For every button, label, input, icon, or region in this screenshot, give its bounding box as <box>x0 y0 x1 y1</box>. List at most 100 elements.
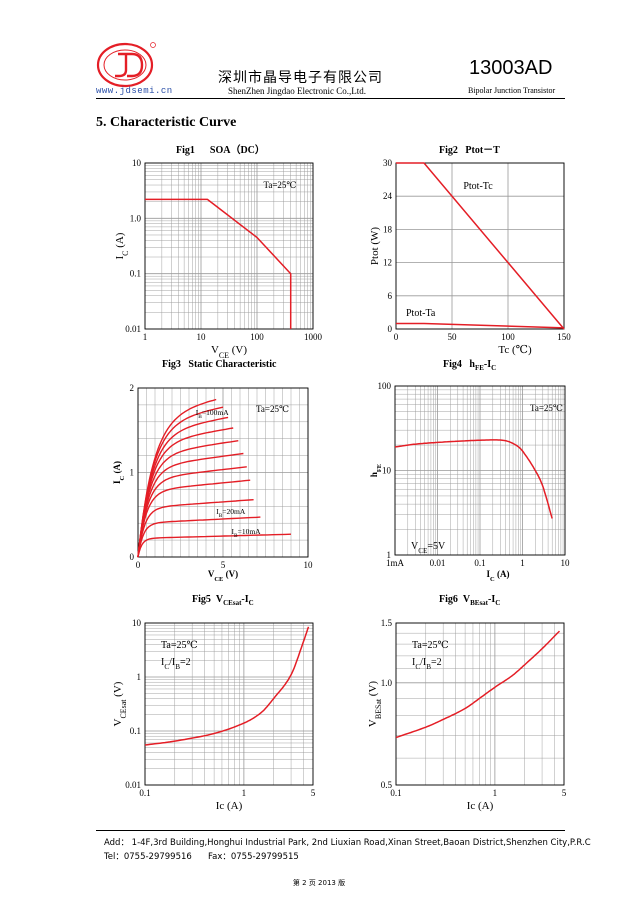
fig6-xlabel: Ic (A) <box>467 800 494 812</box>
header-rule <box>96 98 565 99</box>
fig1-xtick: 1 <box>143 332 148 342</box>
fig3-xtick: 5 <box>221 560 226 570</box>
footer-address: Add： 1-4F,3rd Building,Honghui Industria… <box>104 838 591 848</box>
fig3-annotation: Ta=25℃ <box>256 404 289 414</box>
device-type: Bipolar Junction Transistor <box>468 86 556 95</box>
fig4-xtick: 0.1 <box>474 558 485 568</box>
fig5-xlabel: Ic (A) <box>216 800 243 812</box>
fig4-title: Fig4 hFE-IC <box>443 359 497 372</box>
company-name-cn: 深圳市晶导电子有限公司 <box>218 70 383 86</box>
fig5-ytick: 1 <box>137 672 142 682</box>
fig6-ylabel: VBESat (V) <box>367 681 383 728</box>
fig2-title: Fig2 Ptot－T <box>439 141 500 156</box>
fig3-xlabel: VCE (V) <box>208 569 238 583</box>
fig1-soa-line <box>145 198 292 329</box>
fig1-xtick: 10 <box>197 332 207 342</box>
fig5-title: Fig5 VCEsat-IC <box>192 594 254 607</box>
fig1-ytick: 0.01 <box>125 324 141 334</box>
fig4-condition: VCE=5V <box>411 541 446 555</box>
fig5-ytick: 10 <box>132 618 142 628</box>
fig3-xtick: 10 <box>304 560 314 570</box>
fig6-ytick: 0.5 <box>381 780 393 790</box>
fig2-xtick: 50 <box>448 332 458 342</box>
fig5-condition: IC/IB=2 <box>161 657 191 671</box>
fig1-ylabel: IC (A) <box>114 232 130 259</box>
fig1-ytick: 1.0 <box>130 213 142 223</box>
fig2-xlabel: Tc (℃) <box>498 344 532 356</box>
fig2-ytick: 30 <box>383 158 393 168</box>
fig4-xlabel: IC (A) <box>487 569 510 583</box>
fig5-xtick: 5 <box>311 788 316 798</box>
fig3-title: Fig3 Static Characteristic <box>162 359 276 370</box>
fig3-ytick: 1 <box>130 468 135 478</box>
fig3-label-ib10: IB=10mA <box>232 527 262 539</box>
fig4-xtick: 1mA <box>386 558 405 568</box>
fig5-xtick: 1 <box>242 788 247 798</box>
fig1-ytick: 10 <box>132 158 142 168</box>
fig2-ytick: 0 <box>388 324 393 334</box>
section-title: 5. Characteristic Curve <box>96 115 237 130</box>
fig4-xtick: 1 <box>520 558 525 568</box>
fig4-hfe-curve <box>394 439 553 519</box>
fig3-ib-curve <box>137 533 292 558</box>
company-name-en: ShenZhen Jingdao Electronic Co.,Ltd. <box>228 86 366 96</box>
fig4-ytick: 1 <box>387 550 392 560</box>
fig1-xtick: 100 <box>250 332 264 342</box>
fig6-vbesat-curve <box>395 630 561 739</box>
fig3-plot-frame <box>137 387 309 558</box>
page-number: 第 2 页 2013 版 <box>292 879 346 887</box>
fig6-plot-frame <box>395 622 565 786</box>
fig2-ytick: 6 <box>388 291 393 301</box>
fig2-xtick: 0 <box>394 332 399 342</box>
fig6-chart: 0.1 1 5 0.5 1.0 1.5 Ic (A) VBESat (V) Ta=25℃ IC/I… <box>367 618 567 812</box>
footer-rule <box>96 830 565 831</box>
fig3-chart: 0 5 10 0 1 2 VCE (V) IC (A) Ta=25℃ IB=100mA IB=20m… <box>112 383 313 583</box>
fig6-xtick: 0.1 <box>390 788 401 798</box>
fig2-ytick: 24 <box>383 191 393 201</box>
fig2-plot-frame <box>395 162 565 330</box>
fig2-label-ta: Ptot-Ta <box>406 308 436 319</box>
fig4-ytick: 100 <box>378 381 392 391</box>
fig1-xlabel: VCE (V) <box>211 344 247 360</box>
fig2-label-tc: Ptot-Tc <box>463 181 493 192</box>
fig2-series-ta <box>396 322 565 329</box>
fig5-xtick: 0.1 <box>139 788 150 798</box>
fig3-ytick: 0 <box>130 552 135 562</box>
fig2-ytick: 18 <box>383 224 393 234</box>
fig2-label: Fig2 <box>439 145 458 156</box>
fig2-xtick: 100 <box>501 332 515 342</box>
fig2-ytick: 12 <box>383 258 392 268</box>
fig1-name: SOA（DC） <box>209 145 265 156</box>
fig6-annotation: Ta=25℃ <box>412 640 449 651</box>
fig3-ytick: 2 <box>130 383 135 393</box>
fig2-chart: 0 50 100 150 0 6 12 18 24 30 Tc (℃) Ptot (W) Ptot-Tc… <box>369 158 571 356</box>
fig4-annotation: Ta=25℃ <box>530 403 563 413</box>
fig3-label: Fig3 <box>162 359 181 370</box>
fig6-condition: IC/IB=2 <box>412 657 442 671</box>
fig1-label: Fig1 <box>176 145 195 156</box>
fig6-label: Fig6 <box>439 594 458 605</box>
fig4-plot-frame <box>394 385 566 556</box>
fig3-ib-curve <box>137 516 261 558</box>
fig5-ytick: 0.1 <box>130 726 141 736</box>
fig3-ib-curve <box>137 398 217 558</box>
model-number: 13003AD <box>469 57 553 79</box>
fig3-ylabel: IC (A) <box>112 461 126 484</box>
fig6-xtick: 1 <box>493 788 498 798</box>
fig1-chart: 1 10 100 1000 0.01 0.1 1.0 10 VCE (V) IC (A) Ta=25… <box>114 158 323 360</box>
fig2-ylabel: Ptot (W) <box>369 227 381 266</box>
fig4-xtick: 0.01 <box>430 558 446 568</box>
fig3-label-ib20: IB=20mA <box>216 507 246 519</box>
fig5-annotation: Ta=25℃ <box>161 640 198 651</box>
fig3-ib-curve <box>137 499 254 558</box>
fig5-ylabel: VCEsat (V) <box>112 681 128 726</box>
fig5-label: Fig5 <box>192 594 211 605</box>
fig1-ytick: 0.1 <box>130 269 141 279</box>
fig6-ytick: 1.0 <box>381 678 393 688</box>
fig5-plot-frame <box>144 622 314 786</box>
fig4-ytick: 10 <box>382 466 392 476</box>
fig2-xtick: 150 <box>557 332 571 342</box>
fig5-vcesat-curve <box>144 626 310 746</box>
